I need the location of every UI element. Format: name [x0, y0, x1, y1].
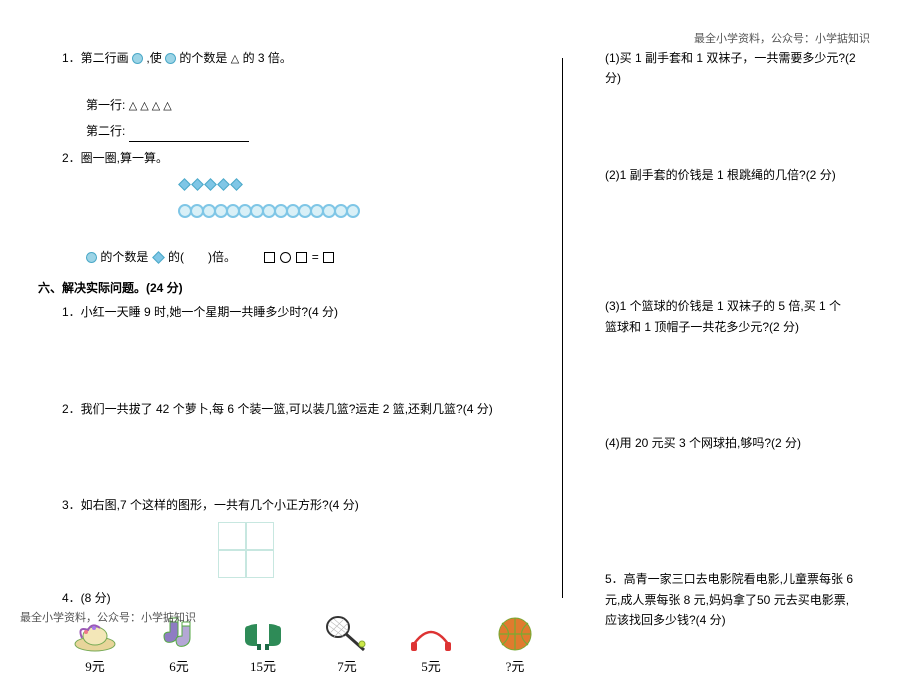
q1-row2: 第二行: — [38, 121, 544, 141]
q1-text-a: 1．第二行画 — [62, 51, 129, 65]
q1-text-d: 的 3 倍。 — [243, 51, 292, 65]
q1-text-c: 的个数是 — [179, 51, 227, 65]
equals-text: = — [312, 250, 319, 264]
diamond-icon — [230, 179, 243, 192]
diamond-icon — [178, 179, 191, 192]
diamond-icon — [191, 179, 204, 192]
diamond-icon — [204, 179, 217, 192]
item-price: 7元 — [318, 656, 376, 675]
item-price: 5元 — [402, 656, 460, 675]
problem-4: 4．(8 分) — [38, 588, 544, 608]
ball-icon — [492, 614, 538, 654]
q2-text-b: 的( )倍。 — [168, 250, 236, 264]
item-price: ?元 — [486, 656, 544, 675]
item-price: 15元 — [234, 656, 292, 675]
triangles: △ △ △ △ — [129, 100, 172, 112]
sub-3: (3)1 个篮球的价钱是 1 双袜子的 5 倍,买 1 个篮球和 1 顶帽子一共… — [581, 296, 862, 337]
gloves-icon — [240, 614, 286, 654]
problem-5: 5．高青一家三口去电影院看电影,儿童票每张 6 元,成人票每张 8 元,妈妈拿了… — [581, 569, 862, 630]
diamond-icon — [217, 179, 230, 192]
grid-figure — [218, 522, 544, 578]
item-price: 6元 — [150, 656, 208, 675]
q2-sentence: 的个数是 的( )倍。 = — [38, 247, 544, 267]
circle-icon — [165, 53, 176, 64]
q2-text-a: 的个数是 — [100, 250, 148, 264]
racket-icon — [324, 614, 370, 654]
item-gloves: 15元 — [234, 614, 292, 675]
diamond-row — [38, 174, 544, 194]
sub-2: (2)1 副手套的价钱是 1 根跳绳的几倍?(2 分) — [581, 165, 862, 185]
diamond-icon — [152, 251, 165, 264]
q1-text-b: ,使 — [146, 51, 161, 65]
section-6-heading: 六、解决实际问题。(24 分) — [38, 279, 544, 296]
ring-icon — [346, 204, 360, 218]
rope-icon — [408, 614, 454, 654]
sub-1: (1)买 1 副手套和 1 双袜子，一共需要多少元?(2 分) — [581, 48, 862, 89]
right-column: (1)买 1 副手套和 1 双袜子，一共需要多少元?(2 分) (2)1 副手套… — [563, 48, 880, 570]
problem-1: 1．小红一天睡 9 时,她一个星期一共睡多少时?(4 分) — [38, 302, 544, 322]
item-price: 9元 — [66, 656, 124, 675]
box-icon — [296, 252, 307, 263]
box-icon — [323, 252, 334, 263]
footer-note: 最全小学资料，公众号：小学掂知识 — [20, 609, 196, 625]
circle-outline-icon — [280, 252, 291, 263]
row2-label: 第二行: — [86, 124, 125, 138]
q1-row1: 第一行: △ △ △ △ — [38, 95, 544, 116]
problem-3: 3．如右图,7 个这样的图形，一共有几个小正方形?(4 分) — [38, 495, 544, 515]
two-column-layout: 1．第二行画 ,使 的个数是 △ 的 3 倍。 第一行: △ △ △ △ 第二行… — [0, 0, 920, 600]
ring-row — [38, 201, 544, 221]
circle-icon — [86, 252, 97, 263]
triangle-icon: △ — [231, 53, 239, 65]
q1-stem: 1．第二行画 ,使 的个数是 △ 的 3 倍。 — [38, 48, 544, 69]
item-racket: 7元 — [318, 614, 376, 675]
item-rope: 5元 — [402, 614, 460, 675]
box-icon — [264, 252, 275, 263]
header-note: 最全小学资料，公众号：小学掂知识 — [694, 30, 870, 46]
problem-2: 2．我们一共拔了 42 个萝卜,每 6 个装一篮,可以装几篮?运走 2 篮,还剩… — [38, 399, 544, 419]
item-ball: ?元 — [486, 614, 544, 675]
q2-label: 2．圈一圈,算一算。 — [38, 148, 544, 168]
blank-line — [129, 130, 249, 142]
sub-4: (4)用 20 元买 3 个网球拍,够吗?(2 分) — [581, 433, 862, 453]
left-column: 1．第二行画 ,使 的个数是 △ 的 3 倍。 第一行: △ △ △ △ 第二行… — [20, 48, 562, 570]
circle-icon — [132, 53, 143, 64]
row1-label: 第一行: — [86, 98, 125, 112]
